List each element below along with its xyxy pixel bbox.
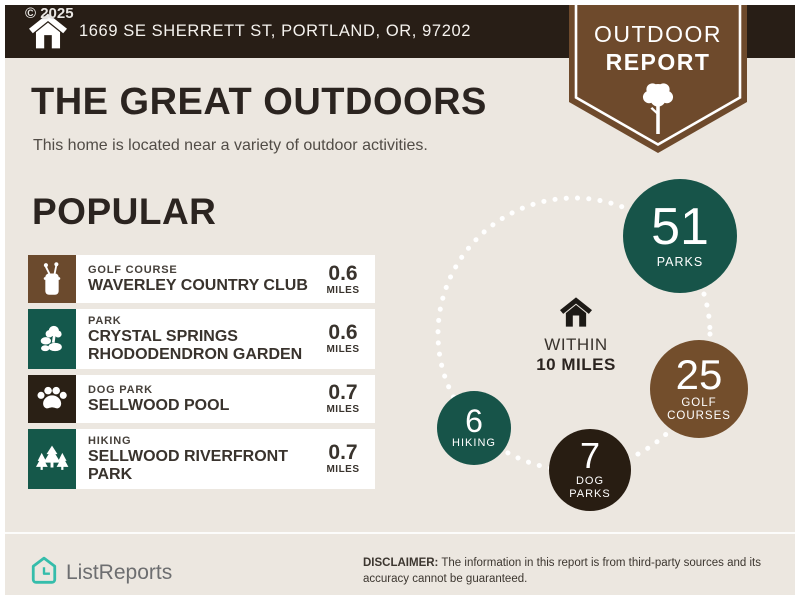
- item-distance-unit: MILES: [326, 284, 360, 296]
- item-distance: 0.6: [328, 261, 358, 285]
- item-name: WAVERLEY COUNTRY CLUB: [88, 277, 308, 295]
- stat-value: 25: [675, 350, 723, 398]
- list-item-dog-park: DOG PARK SELLWOOD POOL 0.7 MILES: [28, 374, 375, 423]
- tree-icon: [569, 82, 747, 139]
- report-canvas: © 2025 1669 SE SHERRETT ST, PORTLAND, OR…: [5, 5, 795, 595]
- stat-value: 6: [465, 402, 483, 439]
- home-icon: [29, 13, 67, 49]
- item-distance: 0.6: [328, 321, 358, 345]
- item-distance-unit: MILES: [326, 344, 360, 356]
- item-category: PARK: [88, 315, 122, 327]
- stat-label: DOG PARKS: [569, 475, 611, 501]
- pine-trees-icon: [28, 428, 76, 489]
- item-distance: 0.7: [328, 381, 358, 405]
- item-name: SELLWOOD POOL: [88, 396, 230, 414]
- outdoor-report-badge: OUTDOOR REPORT: [569, 5, 747, 153]
- stat-value: 51: [651, 197, 709, 256]
- footer-divider: [5, 532, 795, 534]
- listreports-logo: ListReports: [31, 556, 172, 590]
- popular-list: GOLF COURSE WAVERLEY COUNTRY CLUB 0.6 MI…: [28, 255, 375, 495]
- stat-label: PARKS: [656, 255, 704, 269]
- brand-name: ListReports: [66, 561, 173, 584]
- listreports-house-icon: [31, 556, 57, 590]
- home-icon-center: [560, 297, 592, 331]
- radius-center: WITHIN 10 MILES: [513, 297, 639, 375]
- item-name: CRYSTAL SPRINGS RHODODENDRON GARDEN: [88, 328, 303, 363]
- park-tree-icon: [28, 309, 76, 369]
- stat-bubble-dog-parks: 7 DOG PARKS: [549, 429, 631, 511]
- disclaimer-label: DISCLAIMER:: [363, 557, 439, 569]
- page-subtitle: This home is located near a variety of o…: [33, 137, 428, 154]
- stat-bubble-hiking: 6 HIKING: [437, 391, 511, 465]
- item-distance-unit: MILES: [326, 464, 360, 476]
- golf-bag-icon: [28, 255, 76, 303]
- stat-value: 7: [579, 435, 601, 477]
- page-title: THE GREAT OUTDOORS: [31, 81, 487, 123]
- badge-line1: OUTDOOR: [593, 21, 723, 47]
- item-category: DOG PARK: [88, 383, 153, 396]
- stat-label: GOLF COURSES: [667, 396, 731, 422]
- stat-bubble-parks: 51 PARKS: [623, 179, 737, 293]
- item-distance: 0.7: [328, 441, 358, 465]
- list-item-hiking: HIKING SELLWOOD RIVERFRONT PARK 0.7 MILE…: [28, 428, 375, 489]
- item-name: SELLWOOD RIVERFRONT PARK: [88, 447, 288, 483]
- miles-label: 10 MILES: [536, 355, 616, 374]
- stat-label: HIKING: [452, 437, 496, 450]
- stat-bubble-golf-courses: 25 GOLF COURSES: [650, 340, 748, 438]
- item-category: GOLF COURSE: [88, 264, 178, 277]
- property-address: 1669 SE SHERRETT ST, PORTLAND, OR, 97202: [79, 22, 472, 40]
- paw-icon: [28, 374, 76, 423]
- copyright-watermark: © 2025: [25, 5, 74, 22]
- item-distance-unit: MILES: [326, 404, 360, 416]
- popular-heading: POPULAR: [32, 191, 217, 232]
- disclaimer-text: DISCLAIMER: The information in this repo…: [363, 557, 761, 585]
- list-item-park: PARK CRYSTAL SPRINGS RHODODENDRON GARDEN…: [28, 309, 375, 369]
- list-item-golf-course: GOLF COURSE WAVERLEY COUNTRY CLUB 0.6 MI…: [28, 255, 375, 303]
- item-category: HIKING: [88, 434, 132, 447]
- badge-line2: REPORT: [605, 49, 711, 75]
- within-label: WITHIN: [544, 335, 608, 354]
